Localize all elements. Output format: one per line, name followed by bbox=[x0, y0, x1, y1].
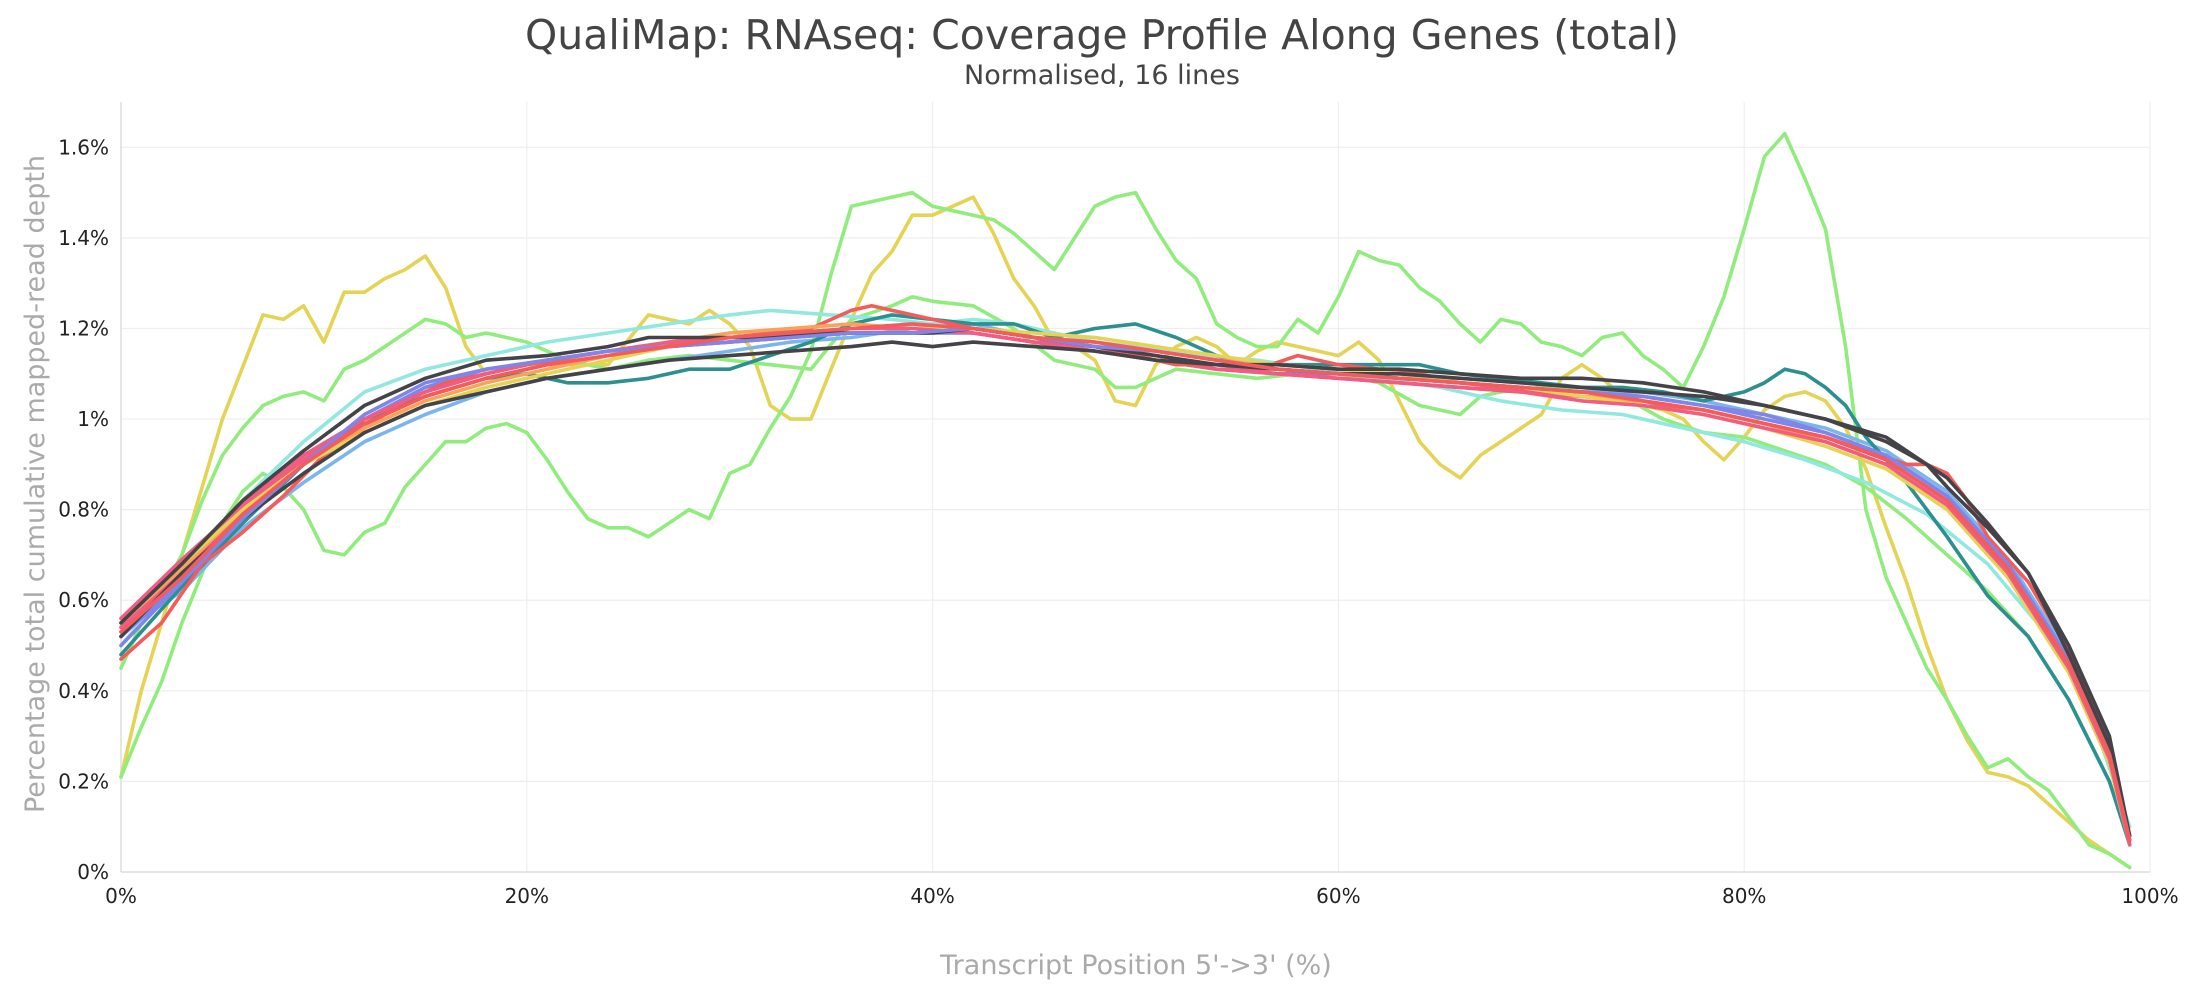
y-tick-label: 0.8% bbox=[58, 498, 109, 522]
series-line-14 bbox=[119, 326, 2132, 843]
series-line-11 bbox=[119, 326, 2132, 847]
axes bbox=[120, 102, 2150, 873]
series-line-2 bbox=[119, 131, 2132, 870]
y-axis-label: Percentage total cumulative mapped-read … bbox=[20, 155, 51, 813]
y-tick-label: 1.4% bbox=[58, 226, 109, 250]
y-tick-label: 1.2% bbox=[58, 316, 109, 340]
series-lines bbox=[119, 131, 2132, 870]
series-line-1 bbox=[119, 195, 2132, 870]
grid-lines bbox=[121, 102, 2151, 872]
y-tick-label: 1.6% bbox=[58, 135, 109, 159]
chart-subtitle: Normalised, 16 lines bbox=[964, 60, 1240, 91]
chart-title: QualiMap: RNAseq: Coverage Profile Along… bbox=[525, 11, 1679, 59]
y-tick-label: 0.2% bbox=[58, 769, 109, 793]
y-tick-label: 0.4% bbox=[58, 679, 109, 703]
x-tick-label: 40% bbox=[910, 884, 954, 908]
y-tick-label: 0% bbox=[77, 860, 109, 884]
x-tick-label: 100% bbox=[2121, 884, 2178, 908]
tick-labels: 0% 0.2% 0.4% 0.6% 0.8% 1% 1.2% 1.4% 1.6% 0% 20% 40%… bbox=[58, 135, 2178, 908]
y-tick-label: 1% bbox=[77, 407, 109, 431]
x-tick-label: 0% bbox=[105, 884, 137, 908]
x-tick-label: 60% bbox=[1316, 884, 1360, 908]
series-line-16 bbox=[119, 322, 2132, 843]
x-tick-label: 20% bbox=[505, 884, 549, 908]
series-line-6 bbox=[119, 331, 2132, 843]
x-axis-label: Transcript Position 5'->3' (%) bbox=[939, 950, 1332, 981]
x-tick-label: 80% bbox=[1722, 884, 1766, 908]
y-tick-label: 0.6% bbox=[58, 588, 109, 612]
